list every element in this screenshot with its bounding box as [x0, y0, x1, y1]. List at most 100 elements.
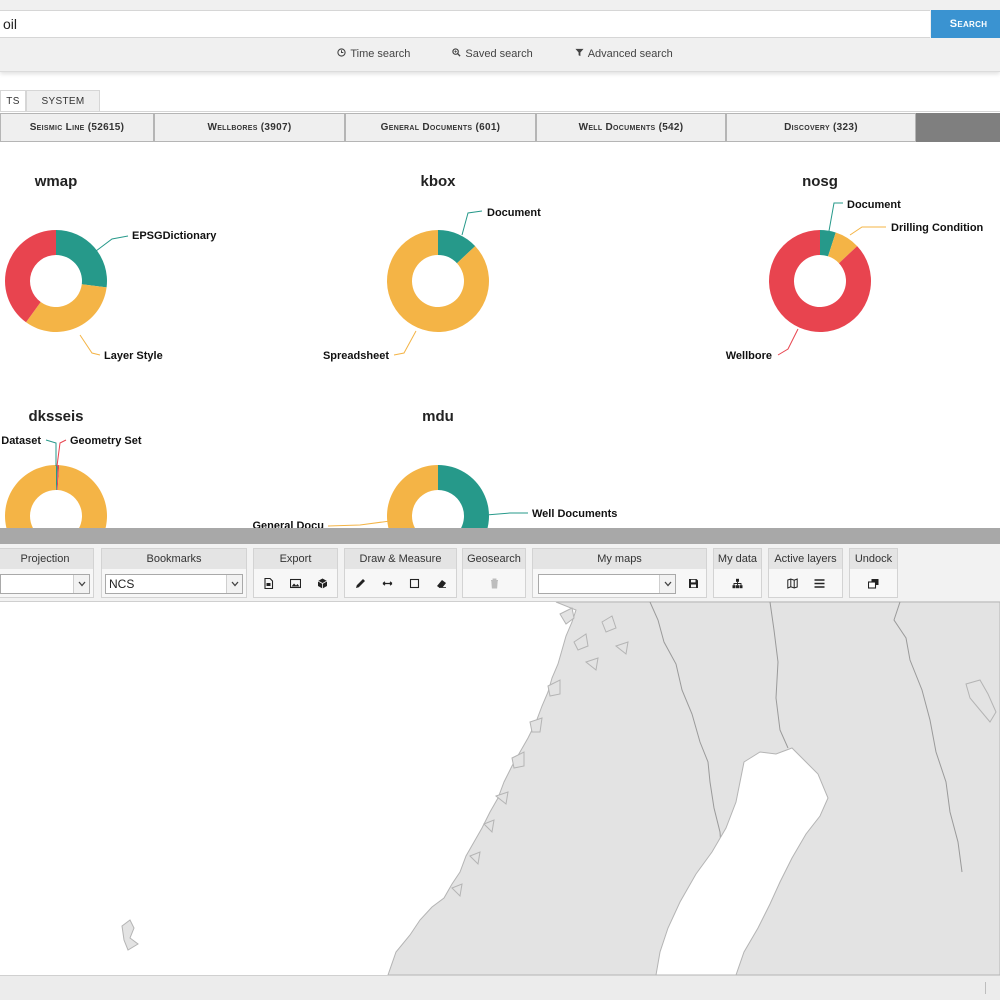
filter-icon [575, 48, 584, 60]
map-toolbar: Projection Bookmarks NCS Export [0, 544, 1000, 602]
chart-slice[interactable] [387, 465, 479, 528]
my-data-group: My data [713, 548, 762, 598]
slice-label: Well Documents [532, 508, 617, 520]
slice-label: Document [487, 207, 541, 219]
chart-slice[interactable] [828, 232, 858, 264]
advanced-search-link[interactable]: Advanced search [575, 45, 673, 63]
list-icon[interactable] [811, 576, 827, 592]
tab-system[interactable]: SYSTEM [26, 90, 100, 112]
panel-splitter[interactable] [0, 528, 1000, 544]
export-3d-icon[interactable] [315, 576, 331, 592]
trash-icon[interactable] [486, 576, 502, 592]
chevron-down-icon [659, 574, 675, 593]
shetland-islands [121, 919, 139, 951]
time-search-link[interactable]: Time search [337, 45, 410, 63]
slice-label: Geometry Set [70, 435, 142, 447]
category-bar: Seismic Line (52615) Wellbores (3907) Ge… [0, 113, 1000, 142]
donut-chart-wmap: wmap EPSGDictionary Layer Style [5, 173, 217, 362]
gulf-of-bothnia [655, 747, 829, 975]
undock-title: Undock [850, 549, 897, 569]
chart-title: mdu [422, 408, 454, 425]
category-wellbores[interactable]: Wellbores (3907) [154, 113, 345, 142]
draw-measure-group: Draw & Measure [344, 548, 457, 598]
search-options: Time search Saved search Advanced search [0, 45, 1000, 63]
status-bar [0, 975, 1000, 1000]
label-leader-line [56, 439, 67, 467]
undock-group: Undock [849, 548, 898, 598]
slice-label: Wellbore [726, 350, 772, 362]
pencil-icon[interactable] [352, 576, 368, 592]
search-button[interactable]: Search [931, 10, 1000, 38]
clock-icon [337, 48, 346, 60]
map-icon[interactable] [784, 576, 800, 592]
time-search-label: Time search [350, 48, 411, 60]
chart-title: nosg [802, 173, 838, 190]
label-leader-line [45, 439, 57, 466]
chart-slice[interactable] [5, 465, 107, 528]
scandinavia-map [121, 602, 1000, 975]
chart-title: kbox [420, 173, 456, 190]
slice-label: EPSGDictionary [132, 230, 217, 242]
chart-slice[interactable] [26, 284, 107, 332]
tab-results[interactable]: TS [0, 90, 26, 112]
chart-slice[interactable] [438, 230, 476, 264]
slice-label: Drilling Condition [891, 222, 984, 234]
charts-panel: wmap EPSGDictionary Layer Style kbox Documen… [0, 143, 1000, 528]
rectangle-icon[interactable] [406, 576, 422, 592]
bookmarks-group: Bookmarks NCS [101, 548, 247, 598]
slice-label: Document [847, 199, 901, 211]
slice-label: Spreadsheet [323, 350, 389, 362]
projection-title: Projection [0, 549, 93, 569]
projection-group: Projection [0, 548, 94, 598]
status-divider [985, 982, 986, 994]
geosearch-title: Geosearch [463, 549, 525, 569]
category-discovery[interactable]: Discovery (323) [726, 113, 916, 142]
bookmarks-value: NCS [109, 576, 135, 591]
export-image-icon[interactable] [288, 576, 304, 592]
label-leader-line [461, 210, 483, 236]
norway-landmass [387, 602, 1000, 975]
bookmarks-select[interactable]: NCS [105, 573, 243, 594]
label-leader-line [327, 520, 391, 527]
chart-title: dksseis [28, 408, 83, 425]
category-seismic-line[interactable]: Seismic Line (52615) [0, 113, 154, 142]
draw-measure-title: Draw & Measure [345, 549, 456, 569]
saved-search-link[interactable]: Saved search [452, 45, 533, 63]
undock-icon[interactable] [866, 576, 882, 592]
map-view[interactable] [0, 602, 1000, 975]
projection-select[interactable] [0, 573, 90, 594]
label-leader-line [393, 330, 417, 356]
donut-chart-mdu: mdu Well Documents General Docu [252, 408, 617, 528]
donut-chart-kbox: kbox Document Spreadsheet [323, 173, 541, 362]
chart-slice[interactable] [438, 465, 489, 528]
category-general-documents[interactable]: General Documents (601) [345, 113, 536, 142]
donut-chart-dksseis: dksseis Dataset Geometry Set [1, 408, 142, 528]
active-layers-title: Active layers [769, 549, 842, 569]
measure-icon[interactable] [379, 576, 395, 592]
chart-slice[interactable] [820, 230, 836, 257]
chart-slice[interactable] [5, 230, 56, 323]
chart-slice[interactable] [769, 230, 872, 332]
save-icon[interactable] [685, 576, 701, 592]
category-well-documents[interactable]: Well Documents (542) [536, 113, 726, 142]
eraser-icon[interactable] [433, 576, 449, 592]
donut-charts: wmap EPSGDictionary Layer Style kbox Documen… [1, 173, 984, 528]
export-group: Export [253, 548, 338, 598]
chevron-down-icon [73, 574, 89, 593]
finland-russia-border [893, 602, 963, 873]
result-tabs: TS SYSTEM [0, 90, 100, 112]
donut-chart-nosg: nosg Document Drilling Condition Wellbore [726, 173, 984, 362]
search-header: Search Time search Saved search Advanced… [0, 0, 1000, 72]
hierarchy-icon[interactable] [730, 576, 746, 592]
chart-slice[interactable] [56, 465, 58, 491]
chart-slice[interactable] [56, 465, 60, 491]
search-input[interactable] [0, 10, 930, 38]
export-pdf-icon[interactable] [261, 576, 277, 592]
chart-slice[interactable] [387, 230, 489, 332]
my-maps-select[interactable] [538, 573, 676, 594]
tabs-divider [0, 111, 1000, 112]
chart-slice[interactable] [56, 230, 107, 288]
chevron-down-icon [226, 574, 242, 593]
slice-label: Dataset [1, 435, 41, 447]
